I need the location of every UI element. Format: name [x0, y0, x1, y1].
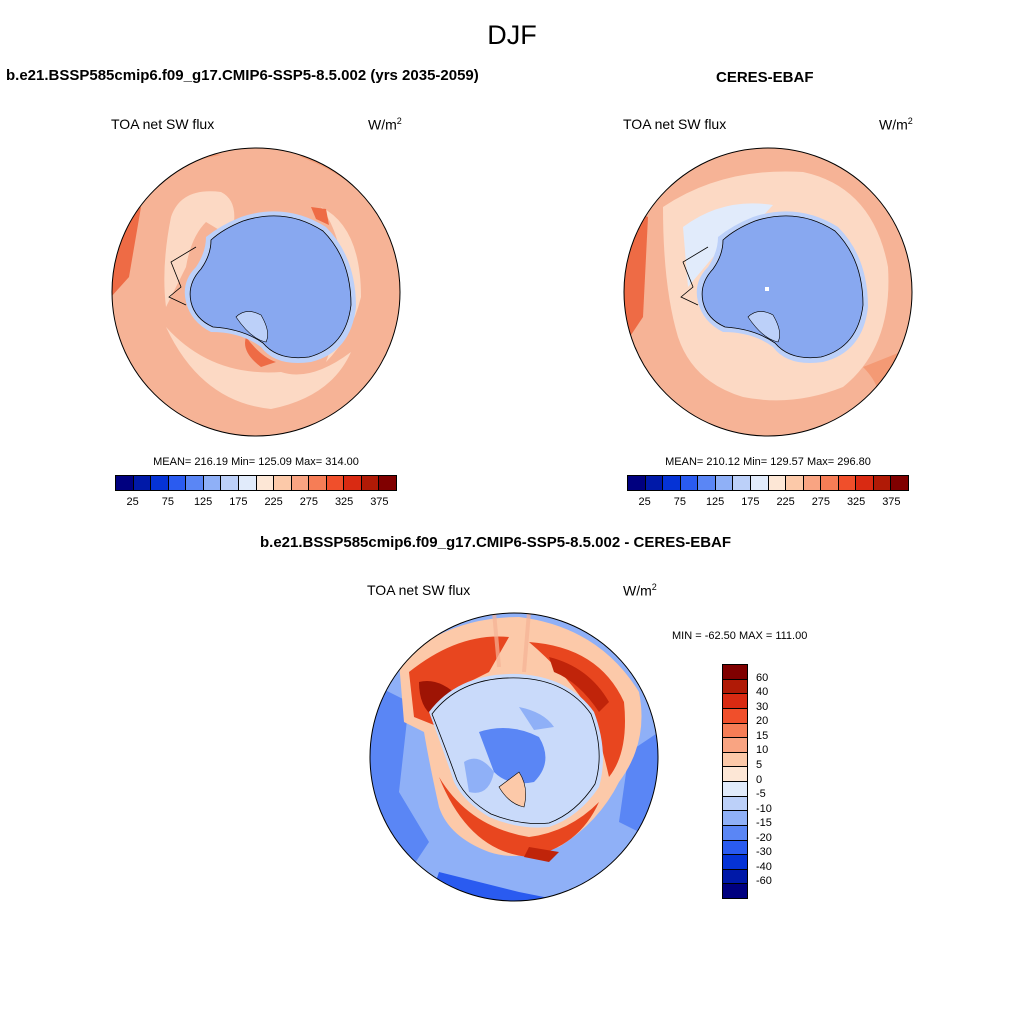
colorbar-swatch	[723, 738, 747, 753]
colorbar-tick-label: 175	[741, 496, 760, 508]
colorbar-swatch	[186, 476, 204, 490]
colorbar-swatch	[723, 811, 747, 826]
colorbar-tick-label: -60	[756, 875, 772, 888]
panel-model-units: W/m2	[368, 116, 402, 133]
figure-title: DJF	[487, 20, 537, 50]
colorbar-swatch	[698, 476, 716, 490]
colorbar-swatch	[723, 723, 747, 739]
panel-diff-variable: TOA net SW flux	[367, 582, 471, 598]
panel-obs-variable: TOA net SW flux	[623, 116, 727, 132]
colorbar-tick-label: 225	[264, 496, 283, 508]
colorbar-tick-label: 5	[756, 758, 763, 771]
colorbar-swatch	[645, 476, 664, 490]
colorbar-tick-label: 325	[846, 496, 866, 508]
colorbar-swatch	[891, 476, 908, 490]
colorbar-tick-label: -15	[756, 817, 772, 830]
colorbar-swatch	[723, 855, 747, 870]
colorbar-swatch	[663, 476, 681, 490]
colorbar-tick-label: 225	[776, 496, 795, 508]
colorbar-swatch	[723, 782, 747, 797]
colorbar-swatch	[856, 476, 874, 490]
colorbar-swatch	[291, 476, 310, 490]
panel-diff-map	[369, 612, 659, 902]
panel-diff-units: W/m2	[623, 582, 657, 599]
colorbar-swatch	[680, 476, 699, 490]
panel-diff-title: b.e21.BSSP585cmip6.f09_g17.CMIP6-SSP5-8.…	[260, 534, 732, 551]
colorbar-tick-label: 275	[299, 496, 319, 508]
colorbar-tick-label: 60	[756, 671, 769, 684]
colorbar-swatch	[723, 796, 747, 812]
colorbar-swatch	[750, 476, 769, 490]
colorbar-swatch	[326, 476, 345, 490]
colorbar-swatch	[628, 476, 646, 490]
colorbar-swatch	[723, 840, 747, 856]
colorbar-tick-label: 125	[705, 496, 725, 508]
colorbar-swatch	[221, 476, 239, 490]
colorbar-tick-label: 10	[756, 744, 769, 757]
colorbar-swatch	[256, 476, 275, 490]
colorbar-swatch	[786, 476, 804, 490]
colorbar-swatch	[151, 476, 169, 490]
colorbar-swatch	[116, 476, 134, 490]
colorbar-tick-label: -30	[756, 846, 772, 859]
colorbar-tick-label: 325	[334, 496, 354, 508]
panel-model-stats: MEAN= 216.19 Min= 125.09 Max= 314.00	[153, 456, 359, 468]
colorbar-tick-label: 175	[229, 496, 248, 508]
colorbar-tick-label: 20	[756, 715, 769, 728]
colorbar-swatch	[133, 476, 152, 490]
panel-obs-units: W/m2	[879, 116, 913, 133]
colorbar-swatch	[379, 476, 396, 490]
panel-obs-map	[623, 147, 913, 437]
colorbar-swatch	[168, 476, 187, 490]
panel-obs-colorbar	[627, 475, 909, 491]
colorbar-swatch	[723, 884, 747, 898]
colorbar-swatch	[768, 476, 787, 490]
panel-diff-stats: MIN = -62.50 MAX = 111.00	[672, 630, 808, 642]
colorbar-swatch	[723, 752, 747, 768]
colorbar-tick-label: 30	[756, 700, 769, 713]
panel-model-colorbar	[115, 475, 397, 491]
colorbar-tick-label: -10	[756, 802, 772, 815]
panel-obs-title: CERES-EBAF	[716, 69, 814, 86]
colorbar-swatch	[723, 708, 747, 724]
colorbar-swatch	[309, 476, 327, 490]
panel-model-title: b.e21.BSSP585cmip6.f09_g17.CMIP6-SSP5-8.…	[6, 67, 479, 84]
colorbar-swatch	[203, 476, 222, 490]
colorbar-swatch	[723, 825, 747, 841]
colorbar-tick-label: 375	[882, 496, 901, 508]
colorbar-tick-label: 75	[673, 496, 686, 508]
colorbar-swatch	[361, 476, 380, 490]
colorbar-swatch	[715, 476, 734, 490]
panel-model-map	[111, 147, 401, 437]
colorbar-swatch	[723, 869, 747, 885]
colorbar-tick-label: -5	[756, 788, 766, 801]
colorbar-swatch	[723, 665, 747, 680]
panel-model-variable: TOA net SW flux	[111, 116, 215, 132]
colorbar-swatch	[821, 476, 839, 490]
colorbar-tick-label: -20	[756, 831, 772, 844]
colorbar-swatch	[723, 767, 747, 782]
colorbar-swatch	[238, 476, 257, 490]
colorbar-tick-label: 15	[756, 729, 769, 742]
panel-diff-colorbar	[722, 664, 748, 899]
colorbar-swatch	[723, 679, 747, 695]
colorbar-tick-label: 0	[756, 773, 763, 786]
colorbar-tick-label: 125	[193, 496, 213, 508]
colorbar-tick-label: -40	[756, 860, 772, 873]
colorbar-swatch	[733, 476, 751, 490]
panel-obs-stats: MEAN= 210.12 Min= 129.57 Max= 296.80	[665, 456, 871, 468]
colorbar-tick-label: 275	[811, 496, 831, 508]
colorbar-swatch	[873, 476, 892, 490]
colorbar-tick-label: 40	[756, 686, 769, 699]
colorbar-swatch	[344, 476, 362, 490]
colorbar-tick-label: 375	[370, 496, 389, 508]
colorbar-tick-label: 25	[638, 496, 651, 508]
colorbar-tick-label: 25	[126, 496, 139, 508]
colorbar-swatch	[803, 476, 822, 490]
colorbar-swatch	[838, 476, 857, 490]
colorbar-swatch	[723, 694, 747, 709]
colorbar-tick-label: 75	[161, 496, 174, 508]
colorbar-swatch	[274, 476, 292, 490]
